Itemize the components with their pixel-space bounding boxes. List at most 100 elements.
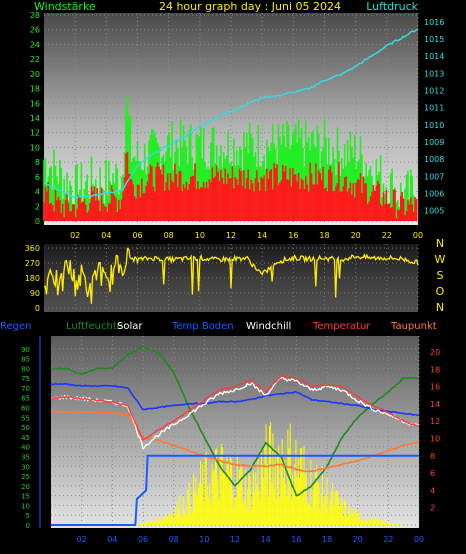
pressure-tick: 1016: [424, 18, 444, 27]
x-tick: 06: [138, 535, 148, 544]
temperature-tick: 12: [430, 417, 440, 426]
humidity-tick: 25: [21, 473, 30, 481]
x-tick: 22: [382, 231, 392, 240]
x-tick: 20: [351, 231, 361, 240]
x-tick: 14: [261, 535, 271, 544]
wind-direction-series: [43, 247, 419, 304]
pressure-tick: 1013: [424, 69, 444, 78]
pressure-tick: 1007: [424, 172, 444, 181]
x-tick: 16: [288, 231, 298, 240]
legend-item: Temp Boden: [171, 321, 234, 332]
humidity-tick: 50: [21, 424, 30, 432]
x-tick: 20: [353, 535, 363, 544]
wind-tick: 24: [30, 40, 40, 49]
x-tick: 08: [164, 231, 174, 240]
legend-item: Regen: [0, 321, 32, 332]
climate-series: [50, 346, 420, 526]
temperature-tick: 10: [430, 434, 440, 443]
x-tick: 12: [230, 535, 240, 544]
temperature-tick: 4: [430, 486, 435, 495]
x-tick: 22: [383, 535, 393, 544]
x-ticks-1: 02 04 06 08 10 12 14 16 18 20 22 00: [70, 231, 423, 240]
direction-tick: 180: [25, 274, 40, 283]
humidity-line: [50, 346, 420, 497]
wind-direction-grid: [44, 244, 419, 312]
humidity-tick: 20: [21, 483, 30, 491]
pressure-tick: 1012: [424, 87, 444, 96]
humidity-tick: 60: [21, 405, 30, 413]
direction-tick: 0: [35, 304, 40, 313]
temperature-tick: 6: [430, 469, 435, 478]
wind-tick: 28: [30, 11, 40, 20]
x-tick: 04: [101, 231, 111, 240]
humidity-tick: 10: [21, 502, 30, 510]
pressure-tick: 1010: [424, 121, 444, 130]
wind-tick: 12: [30, 129, 40, 138]
x-tick: 02: [77, 535, 87, 544]
direction-tick: 360: [25, 244, 40, 253]
legend-item: Taupunkt: [390, 321, 437, 332]
x-tick: 14: [257, 231, 267, 240]
wind-tick: 16: [30, 99, 40, 108]
direction-tick: 270: [25, 259, 40, 268]
pressure-tick: 1009: [424, 138, 444, 147]
humidity-tick: 85: [21, 356, 30, 364]
x-tick: 18: [319, 231, 329, 240]
wind-pressure-series: [43, 28, 419, 221]
pressure-tick: 1015: [424, 35, 444, 44]
temperature-tick: 8: [430, 452, 435, 461]
regen-line: [51, 454, 419, 526]
temperature-tick: 2: [430, 504, 435, 513]
x-tick: 06: [132, 231, 142, 240]
compass-label: W: [435, 253, 446, 266]
pressure-tick: 1014: [424, 52, 444, 61]
compass-label: N: [436, 237, 444, 250]
legend-item: Temperatur: [312, 321, 371, 332]
wind-tick: 8: [35, 158, 40, 167]
x-ticks-3: 02 04 06 08 10 12 14 16 18 20 22 00: [77, 535, 425, 544]
page-title: 24 hour graph day : Juni 05 2024: [159, 0, 341, 13]
humidity-tick: 80: [21, 365, 30, 373]
humidity-tick: 75: [21, 375, 30, 383]
humidity-tick: 55: [21, 414, 30, 422]
wind-tick: 18: [30, 85, 40, 94]
wind-tick: 6: [35, 173, 40, 182]
legend-item: Solar: [117, 321, 143, 332]
temperature-tick: 16: [430, 383, 440, 392]
humidity-tick: 0: [26, 522, 30, 530]
compass-label: N: [436, 301, 444, 314]
wind-tick: 26: [30, 26, 40, 35]
x-tick: 18: [322, 535, 332, 544]
temperature-tick: 18: [430, 365, 440, 374]
temperature-ticks: 2 4 6 8 10 12 14 16 18 20: [430, 348, 440, 513]
pressure-tick: 1005: [424, 207, 444, 216]
legend-item: Windchill: [246, 321, 291, 332]
humidity-tick: 90: [21, 346, 30, 354]
compass-label: O: [436, 285, 445, 298]
direction-line: [43, 247, 419, 304]
wind-tick: 10: [30, 143, 40, 152]
x-tick: 00: [413, 231, 423, 240]
taupunkt-line: [50, 410, 420, 473]
pressure-tick: 1006: [424, 190, 444, 199]
humidity-tick: 40: [21, 444, 30, 452]
humidity-tick: 5: [26, 512, 30, 520]
x-tick: 08: [169, 535, 179, 544]
direction-tick: 90: [30, 289, 40, 298]
x-tick: 04: [107, 535, 117, 544]
x-tick: 10: [199, 535, 209, 544]
wind-tick: 22: [30, 55, 40, 64]
wind-tick: 20: [30, 70, 40, 79]
luftdruck-label: Luftdruck: [366, 0, 418, 13]
x-tick: 12: [226, 231, 236, 240]
wind-tick: 2: [35, 202, 40, 211]
temperature-tick: 20: [430, 348, 440, 357]
humidity-tick: 30: [21, 463, 30, 471]
windstaerke-label: Windstärke: [34, 0, 96, 13]
direction-ticks: 0 90 180 270 360: [25, 244, 40, 313]
